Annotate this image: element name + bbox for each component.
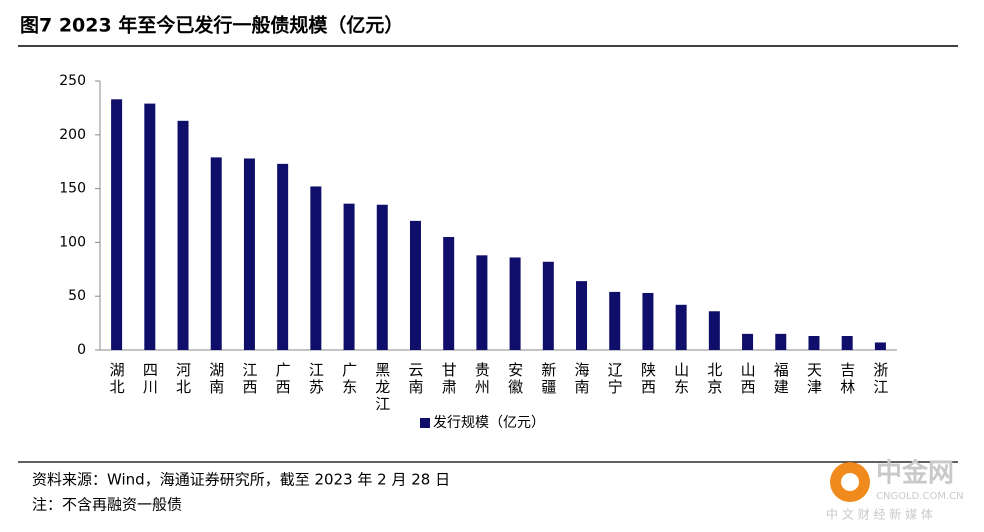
bar <box>443 237 455 350</box>
source-note: 资料来源：Wind，海通证券研究所，截至 2023 年 2 月 28 日 <box>32 471 450 489</box>
x-tick-label: 海南 <box>573 362 591 396</box>
watermark-site: CNGOLD.COM.CN <box>876 491 964 502</box>
bar <box>376 204 388 350</box>
y-tick-label: 100 <box>59 234 86 250</box>
x-tick-label: 天津 <box>805 362 823 396</box>
bar <box>841 336 853 350</box>
y-tick-label: 250 <box>59 73 86 89</box>
x-tick-label: 福建 <box>772 362 790 396</box>
bar <box>144 103 156 350</box>
bar <box>111 99 123 351</box>
bar <box>243 158 255 350</box>
legend-swatch <box>420 418 430 428</box>
bar <box>277 163 289 350</box>
bar <box>310 186 322 350</box>
bar <box>542 261 554 350</box>
x-tick-label: 陕西 <box>639 362 657 396</box>
bar <box>808 336 820 350</box>
bar <box>576 281 588 350</box>
x-tick-label: 山西 <box>739 362 757 396</box>
x-tick-label: 山东 <box>672 362 690 396</box>
x-tick-label: 湖北 <box>108 362 126 396</box>
watermark-name: 中金网 <box>876 458 954 489</box>
x-tick-label: 黑龙江 <box>373 362 391 413</box>
bar <box>874 342 886 350</box>
bar <box>177 120 189 350</box>
x-tick-label: 河北 <box>174 362 192 396</box>
bar <box>343 203 355 350</box>
y-tick-label: 50 <box>68 288 86 304</box>
bar <box>210 157 222 350</box>
watermark-logo-inner <box>841 473 859 491</box>
x-tick-label: 安徽 <box>506 362 524 396</box>
watermark: 中金网 CNGOLD.COM.CN 中 文 财 经 新 媒 体 <box>826 458 964 522</box>
x-tick-label: 甘肃 <box>440 362 458 396</box>
x-tick-label: 湖南 <box>207 362 225 396</box>
y-tick-label: 200 <box>59 127 86 143</box>
footnote: 注：不含再融资一般债 <box>32 496 182 514</box>
x-tick-label: 辽宁 <box>606 362 624 396</box>
bar <box>509 257 521 350</box>
x-tick-label: 江西 <box>240 362 258 396</box>
x-tick-label: 广东 <box>340 362 358 396</box>
x-tick-label: 新疆 <box>539 362 557 396</box>
x-tick-label: 浙江 <box>871 362 889 396</box>
legend-label: 发行规模（亿元） <box>433 415 545 431</box>
x-tick-label: 吉林 <box>838 362 856 396</box>
bar <box>708 311 720 350</box>
x-tick-label: 贵州 <box>473 362 491 396</box>
x-tick-label: 广西 <box>274 362 292 396</box>
x-tick-label: 北京 <box>705 362 723 396</box>
bar <box>675 304 687 350</box>
y-tick-label: 0 <box>77 342 86 358</box>
bar <box>642 292 654 350</box>
y-tick-label: 150 <box>59 181 86 197</box>
watermark-slogan: 中 文 财 经 新 媒 体 <box>826 507 933 522</box>
x-tick-label: 云南 <box>406 362 424 396</box>
x-tick-label: 江苏 <box>307 362 325 396</box>
bar <box>775 333 787 350</box>
chart-title: 图7 2023 年至今已发行一般债规模（亿元） <box>20 14 403 37</box>
x-tick-label: 四川 <box>141 362 159 396</box>
bar <box>609 291 621 350</box>
bar <box>742 333 754 350</box>
bar <box>409 220 421 350</box>
bar <box>476 255 488 350</box>
